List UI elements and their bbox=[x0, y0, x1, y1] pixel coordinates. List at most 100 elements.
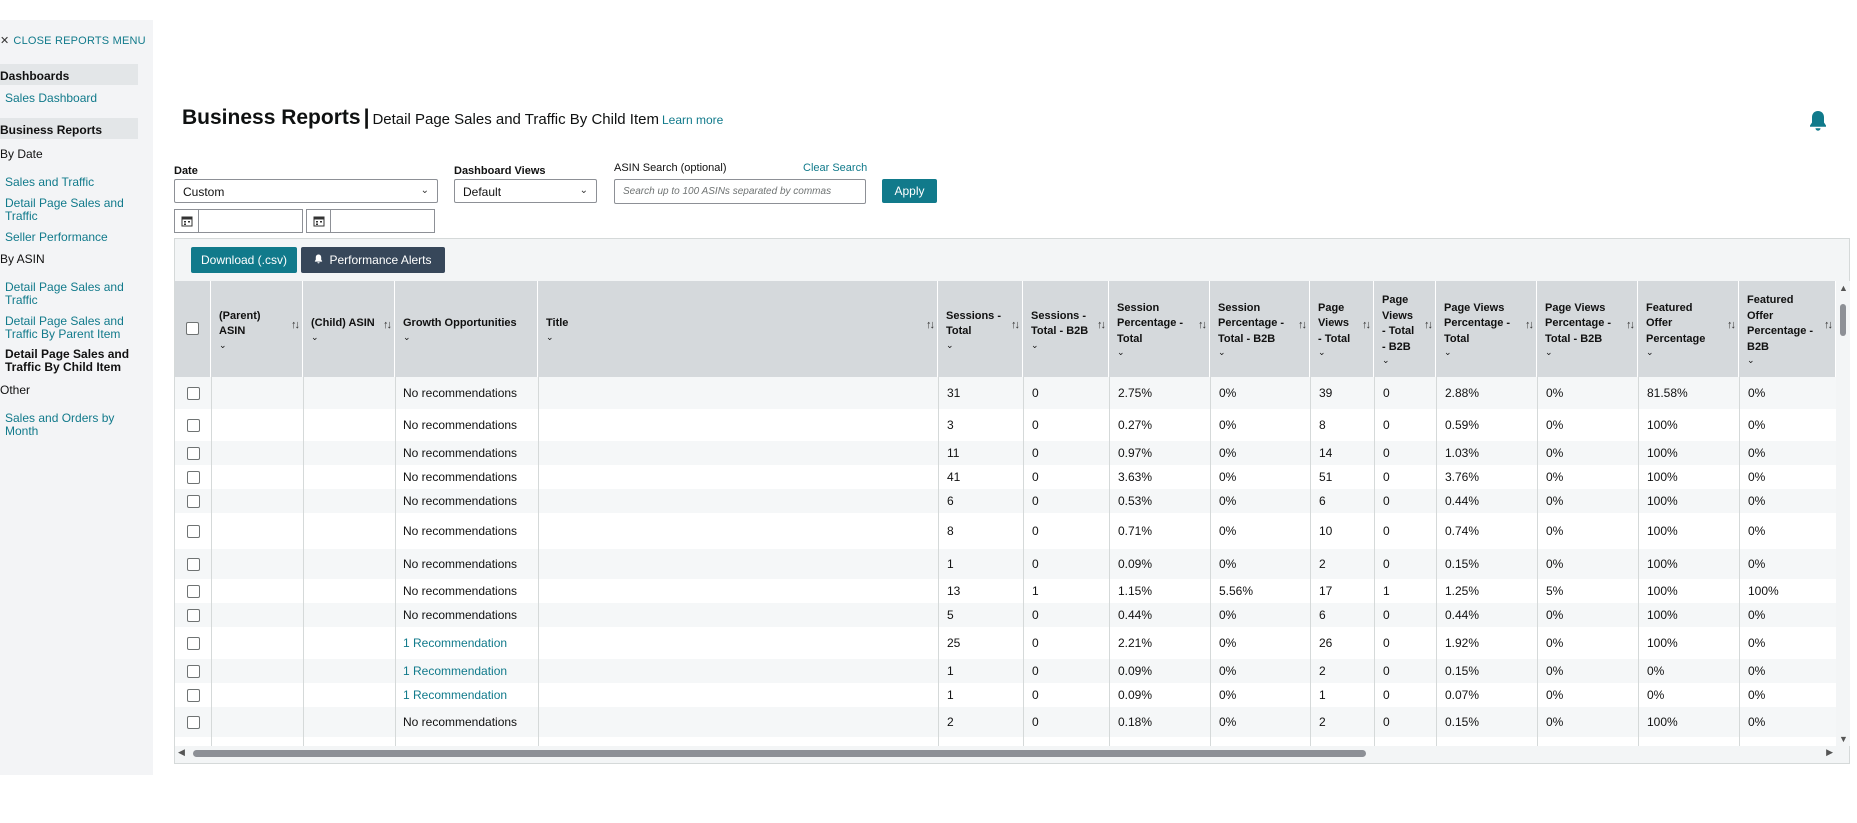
row-checkbox[interactable] bbox=[187, 557, 200, 571]
column-header-select[interactable] bbox=[175, 281, 211, 377]
chevron-down-icon[interactable]: ⌄ bbox=[946, 339, 954, 350]
table-row[interactable]: No recommendations 2 0 0.18% 0% 2 0 0.15% 0% 100%… bbox=[175, 707, 1836, 737]
download-csv-button[interactable]: Download (.csv) bbox=[191, 247, 297, 273]
table-row[interactable]: No recommendations 5 0 0.44% 0% 6 0 0.44% 0% 100%… bbox=[175, 603, 1836, 627]
scroll-right-icon[interactable]: ▶ bbox=[1826, 747, 1833, 757]
sidebar-item-by-parent-item[interactable]: Detail Page Sales and Traffic By Parent … bbox=[5, 314, 124, 341]
notification-bell-icon[interactable] bbox=[1808, 110, 1828, 132]
sidebar-item-detail-page-sales-traffic[interactable]: Detail Page Sales and Traffic bbox=[5, 196, 124, 223]
column-header-page-views-total-b2b[interactable]: Page Views - Total - B2B ⌄ ↑↓ bbox=[1374, 281, 1436, 377]
column-header-featured-offer-pct[interactable]: Featured Offer Percentage ⌄ ↑↓ bbox=[1638, 281, 1739, 377]
table-row[interactable]: No recommendations 13 1 1.15% 5.56% 17 1 1.25% 5… bbox=[175, 579, 1836, 603]
table-row[interactable]: No recommendations 8 0 0.71% 0% 10 0 0.74% 0% 100… bbox=[175, 513, 1836, 549]
table-row[interactable]: No recommendations 11 0 0.97% 0% 14 0 1.03% 0% 10… bbox=[175, 441, 1836, 465]
learn-more-link[interactable]: Learn more bbox=[661, 113, 724, 127]
column-header-featured-offer-pct-b2b[interactable]: Featured Offer Percentage - B2B ⌄ ↑↓ bbox=[1739, 281, 1836, 377]
table-row[interactable]: 1 Recommendation 1 0 0.09% 0% 2 0 0.15% 0% 0% 0% bbox=[175, 659, 1836, 683]
table-row[interactable]: No recommendations 1 0 0.09% 0% 2 0 0.15% 0% 100%… bbox=[175, 549, 1836, 579]
table-row[interactable]: No recommendations 41 0 3.63% 0% 51 0 3.76% 0% 10… bbox=[175, 465, 1836, 489]
chevron-down-icon[interactable]: ⌄ bbox=[1646, 347, 1654, 358]
row-checkbox[interactable] bbox=[187, 688, 200, 702]
chevron-down-icon[interactable]: ⌄ bbox=[546, 331, 554, 342]
calendar-icon[interactable] bbox=[175, 210, 199, 232]
date-select[interactable]: Custom ⌄ bbox=[174, 179, 438, 203]
column-header-page-views-pct-total[interactable]: Page Views Percentage - Total ⌄ ↑↓ bbox=[1436, 281, 1537, 377]
sort-icon[interactable]: ↑↓ bbox=[1727, 319, 1736, 331]
table-row[interactable]: No recommendations 31 0 2.75% 0% 39 0 2.88% 0% 81… bbox=[175, 377, 1836, 409]
column-header-child-asin[interactable]: (Child) ASIN ⌄ ↑↓ bbox=[303, 281, 395, 377]
table-row[interactable]: 1 Recommendation 25 0 2.21% 0% 26 0 1.92% 0% 100%… bbox=[175, 627, 1836, 659]
chevron-down-icon[interactable]: ⌄ bbox=[403, 331, 411, 342]
asin-search-input[interactable]: Search up to 100 ASINs separated by comm… bbox=[614, 179, 866, 204]
sort-icon[interactable]: ↑↓ bbox=[1525, 319, 1534, 331]
chevron-down-icon[interactable]: ⌄ bbox=[1545, 347, 1553, 358]
sort-icon[interactable]: ↑↓ bbox=[1097, 319, 1106, 331]
chevron-down-icon[interactable]: ⌄ bbox=[1444, 347, 1452, 358]
dashboard-views-select[interactable]: Default ⌄ bbox=[454, 179, 597, 203]
sidebar-item-sales-orders-by-month[interactable]: Sales and Orders by Month bbox=[5, 411, 115, 438]
row-checkbox[interactable] bbox=[187, 446, 200, 460]
column-header-sessions-total-b2b[interactable]: Sessions - Total - B2B ⌄ ↑↓ bbox=[1023, 281, 1109, 377]
apply-button[interactable]: Apply bbox=[882, 179, 937, 203]
chevron-down-icon[interactable]: ⌄ bbox=[1318, 347, 1326, 358]
scroll-down-icon[interactable]: ▼ bbox=[1839, 734, 1848, 744]
scroll-left-icon[interactable]: ◀ bbox=[178, 747, 185, 757]
select-all-checkbox[interactable] bbox=[186, 322, 199, 335]
sort-icon[interactable]: ↑↓ bbox=[926, 319, 935, 331]
column-header-sessions-total[interactable]: Sessions - Total ⌄ ↑↓ bbox=[938, 281, 1023, 377]
chevron-down-icon[interactable]: ⌄ bbox=[311, 331, 319, 342]
row-checkbox[interactable] bbox=[187, 386, 200, 400]
vertical-scrollbar[interactable]: ▲ ▼ bbox=[1836, 281, 1850, 746]
end-date-input[interactable] bbox=[306, 209, 435, 233]
sidebar-item-sales-and-traffic[interactable]: Sales and Traffic bbox=[5, 175, 95, 189]
clear-search-link[interactable]: Clear Search bbox=[803, 162, 868, 174]
column-header-growth-opportunities[interactable]: Growth Opportunities ⌄ bbox=[395, 281, 538, 377]
sort-icon[interactable]: ↑↓ bbox=[1824, 319, 1833, 331]
close-reports-menu-link[interactable]: ✕ CLOSE REPORTS MENU bbox=[0, 34, 146, 47]
row-checkbox[interactable] bbox=[187, 524, 200, 538]
sort-icon[interactable]: ↑↓ bbox=[1298, 319, 1307, 331]
row-checkbox[interactable] bbox=[187, 418, 200, 432]
horizontal-scroll-thumb[interactable] bbox=[193, 750, 1366, 757]
column-header-title[interactable]: Title ⌄ ↑↓ bbox=[538, 281, 938, 377]
row-checkbox[interactable] bbox=[187, 470, 200, 484]
growth-opportunities-cell[interactable]: 1 Recommendation bbox=[403, 636, 508, 650]
sort-icon[interactable]: ↑↓ bbox=[1011, 319, 1020, 331]
chevron-down-icon[interactable]: ⌄ bbox=[1117, 347, 1125, 358]
sort-icon[interactable]: ↑↓ bbox=[1424, 319, 1433, 331]
sort-icon[interactable]: ↑↓ bbox=[383, 319, 392, 331]
column-header-page-views-total[interactable]: Page Views - Total ⌄ ↑↓ bbox=[1310, 281, 1374, 377]
row-checkbox[interactable] bbox=[187, 494, 200, 508]
growth-opportunities-cell[interactable]: 1 Recommendation bbox=[403, 664, 508, 678]
row-checkbox[interactable] bbox=[187, 608, 200, 622]
row-checkbox[interactable] bbox=[187, 584, 200, 598]
vertical-scroll-thumb[interactable] bbox=[1840, 304, 1846, 336]
scroll-up-icon[interactable]: ▲ bbox=[1839, 283, 1848, 293]
row-checkbox[interactable] bbox=[187, 664, 200, 678]
row-checkbox[interactable] bbox=[187, 715, 200, 729]
column-header-page-views-pct-total-b2b[interactable]: Page Views Percentage - Total - B2B ⌄ ↑↓ bbox=[1537, 281, 1638, 377]
sidebar-item-by-child-item[interactable]: Detail Page Sales and Traffic By Child I… bbox=[5, 347, 130, 374]
horizontal-scrollbar[interactable]: ◀ ▶ bbox=[175, 746, 1836, 760]
table-row[interactable]: 1 Recommendation 1 0 0.09% 0% 1 0 0.07% 0% 0% 0% bbox=[175, 683, 1836, 707]
column-header-session-pct-total-b2b[interactable]: Session Percentage - Total - B2B ⌄ ↑↓ bbox=[1210, 281, 1310, 377]
table-row[interactable]: No recommendations 6 0 0.53% 0% 6 0 0.44% 0% 100%… bbox=[175, 489, 1836, 513]
table-row[interactable]: No recommendations 3 0 0.27% 0% 8 0 0.59% 0% 100%… bbox=[175, 409, 1836, 441]
calendar-icon[interactable] bbox=[307, 210, 331, 232]
chevron-down-icon[interactable]: ⌄ bbox=[1218, 347, 1226, 358]
sidebar-item-asin-detail-page[interactable]: Detail Page Sales and Traffic bbox=[5, 280, 124, 307]
performance-alerts-button[interactable]: Performance Alerts bbox=[301, 247, 445, 273]
growth-opportunities-cell[interactable]: 1 Recommendation bbox=[403, 688, 508, 702]
chevron-down-icon[interactable]: ⌄ bbox=[1382, 355, 1390, 365]
sort-icon[interactable]: ↑↓ bbox=[291, 319, 300, 331]
row-checkbox[interactable] bbox=[187, 636, 200, 650]
sidebar-item-sales-dashboard[interactable]: Sales Dashboard bbox=[5, 91, 98, 105]
chevron-down-icon[interactable]: ⌄ bbox=[219, 339, 227, 350]
chevron-down-icon[interactable]: ⌄ bbox=[1031, 339, 1039, 350]
chevron-down-icon[interactable]: ⌄ bbox=[1747, 355, 1755, 365]
start-date-input[interactable] bbox=[174, 209, 303, 233]
column-header-session-pct-total[interactable]: Session Percentage - Total ⌄ ↑↓ bbox=[1109, 281, 1210, 377]
sort-icon[interactable]: ↑↓ bbox=[1362, 319, 1371, 331]
sort-icon[interactable]: ↑↓ bbox=[1198, 319, 1207, 331]
column-header-parent-asin[interactable]: (Parent) ASIN ⌄ ↑↓ bbox=[211, 281, 303, 377]
